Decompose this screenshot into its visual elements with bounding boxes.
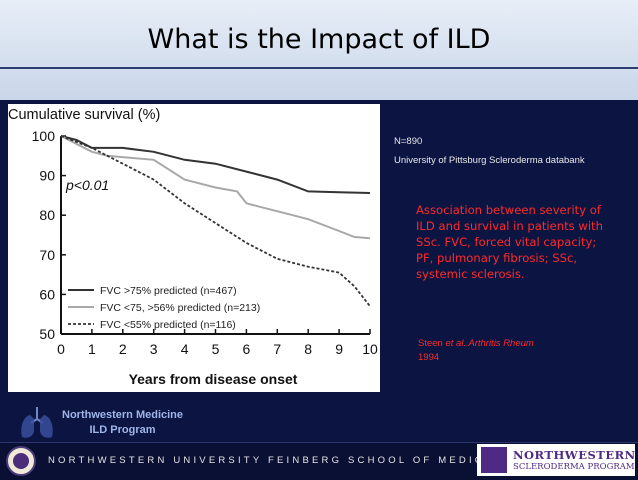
scleroderma-program-logo: NORTHWESTERN SCLERODERMA PROGRAM <box>477 444 635 476</box>
y-tick-label: 90 <box>39 168 55 184</box>
x-tick-label: 10 <box>362 341 378 357</box>
x-tick-label: 7 <box>273 341 281 357</box>
series-lines <box>60 135 371 307</box>
chart-title: Cumulative survival (%) <box>8 107 160 123</box>
x-axis-label: Years from disease onset <box>129 371 298 387</box>
y-tick-label: 60 <box>39 286 55 302</box>
program-name: Northwestern Medicine ILD Program <box>62 408 183 438</box>
citation-authors: Steen <box>418 338 446 349</box>
survival-chart: Cumulative survival (%) p<0.01 Years fro… <box>8 104 380 392</box>
title-banner <box>0 0 638 100</box>
y-tick-label: 70 <box>39 247 55 263</box>
axes: 0 1 2 3 4 5 6 7 8 9 10 50 60 70 80 90 100 <box>32 128 378 357</box>
series-line-2 <box>60 135 371 240</box>
title-rule <box>0 67 638 69</box>
data-source: University of Pittsburg Scleroderma data… <box>394 155 585 166</box>
x-tick-label: 9 <box>335 341 343 357</box>
university-seal-icon <box>6 446 36 476</box>
program-line-2: ILD Program <box>89 424 156 436</box>
legend-label-2: FVC <75, >56% predicted (n=213) <box>100 302 260 314</box>
x-tick-label: 6 <box>243 341 251 357</box>
association-text: Association between severity of ILD and … <box>416 203 603 281</box>
y-tick-label: 100 <box>32 128 56 144</box>
citation: Steen et al. Arthritis Rheum 1994 <box>418 337 534 365</box>
x-tick-label: 4 <box>181 341 189 357</box>
citation-year: 1994 <box>418 352 440 363</box>
citation-journal: et al. Arthritis Rheum <box>445 338 534 349</box>
x-tick-label: 5 <box>212 341 220 357</box>
legend-label-3: FVC <55% predicted (n=116) <box>100 319 236 331</box>
legend-label-1: FVC >75% predicted (n=467) <box>100 285 237 297</box>
x-tick-label: 2 <box>119 341 127 357</box>
x-tick-label: 1 <box>88 341 96 357</box>
program-badge: Northwestern Medicine ILD Program <box>14 405 194 443</box>
logo-line-2: SCLERODERMA PROGRAM <box>513 462 635 472</box>
legend: FVC >75% predicted (n=467) FVC <75, >56% … <box>68 285 260 331</box>
y-tick-label: 80 <box>39 207 55 223</box>
p-value-annotation: p<0.01 <box>65 177 109 193</box>
logo-mark-icon <box>481 447 507 473</box>
y-tick-label: 50 <box>39 326 55 342</box>
x-tick-label: 3 <box>150 341 158 357</box>
slide-title: What is the Impact of ILD <box>147 24 491 55</box>
footer-text: NORTHWESTERN UNIVERSITY FEINBERG SCHOOL … <box>48 455 511 466</box>
logo-line-1: NORTHWESTERN <box>513 448 636 462</box>
x-tick-label: 0 <box>57 341 65 357</box>
x-tick-label: 8 <box>304 341 312 357</box>
program-line-1: Northwestern Medicine <box>62 409 184 421</box>
sample-size: N=890 <box>394 136 423 147</box>
lungs-icon <box>21 407 53 438</box>
survival-chart-svg: Cumulative survival (%) p<0.01 Years fro… <box>8 107 378 387</box>
series-line-3 <box>60 135 371 307</box>
